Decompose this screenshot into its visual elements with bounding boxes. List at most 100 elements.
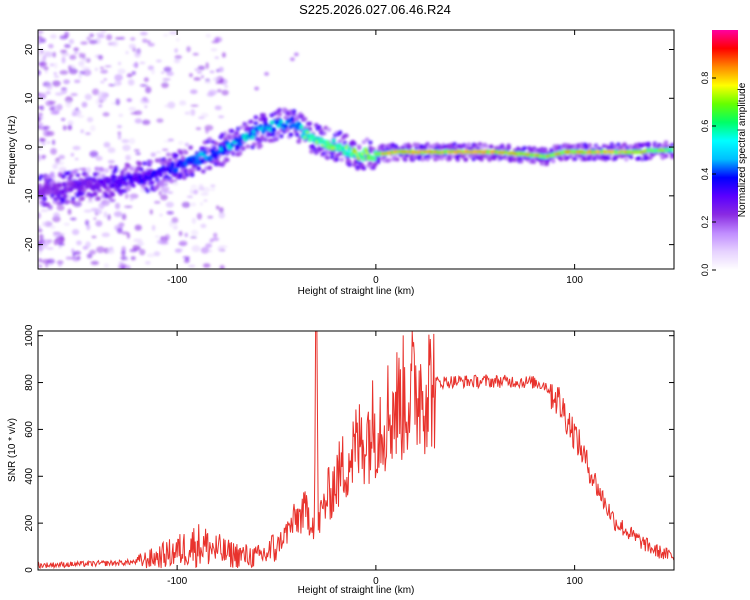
ridge-blob: [96, 182, 102, 188]
noise-blob: [38, 112, 43, 117]
noise-blob: [209, 238, 214, 243]
ridge-blob: [114, 182, 119, 188]
halo-blob: [262, 137, 268, 142]
noise-blob: [219, 264, 225, 269]
halo-blob: [506, 143, 512, 148]
noise-blob: [84, 93, 92, 101]
halo-blob: [483, 143, 489, 149]
noise-blob: [97, 54, 104, 60]
noise-blob: [121, 250, 126, 256]
spectrogram-ytick-label: -10: [24, 188, 35, 203]
halo-blob: [623, 157, 629, 162]
colorbar: 0.0 0.2 0.4 0.6 0.8 Normalized spectral ampl…: [700, 30, 748, 276]
halo-blob: [518, 159, 524, 164]
noise-blob: [126, 98, 133, 102]
ridge-core: [353, 151, 357, 154]
halo-blob: [253, 121, 259, 126]
noise-blob: [203, 199, 208, 202]
halo-blob: [65, 199, 71, 204]
noise-blob: [41, 51, 50, 54]
halo-blob: [259, 134, 265, 140]
halo-blob: [544, 161, 550, 167]
halo-blob: [277, 112, 283, 117]
noise-blob: [61, 118, 66, 121]
noise-blob: [67, 124, 73, 131]
noise-blob: [56, 260, 64, 265]
halo-blob: [261, 113, 267, 118]
ridge-blob: [223, 147, 228, 153]
halo-blob: [80, 196, 85, 201]
halo-blob: [670, 154, 674, 160]
noise-blob: [177, 141, 184, 145]
noise-blob: [53, 72, 58, 75]
noise-blob: [161, 82, 169, 89]
halo-blob: [584, 146, 589, 151]
ridge-blob: [294, 125, 299, 131]
noise-blob: [68, 38, 75, 45]
noise-blob: [163, 33, 169, 37]
halo-blob: [108, 165, 114, 170]
noise-blob: [160, 194, 168, 201]
halo-blob: [334, 157, 340, 162]
noise-blob: [175, 37, 180, 42]
noise-blob: [125, 154, 131, 161]
noise-blob: [151, 224, 156, 231]
noise-blob: [216, 88, 222, 93]
noise-blob: [103, 211, 108, 218]
spectrogram-xlabel: Height of straight line (km): [298, 286, 415, 297]
halo-blob: [320, 146, 326, 151]
noise-blob: [126, 73, 133, 78]
page-title: S225.2026.027.06.46.R24: [299, 2, 451, 17]
noise-blob: [154, 235, 160, 238]
noise-blob: [41, 239, 50, 246]
noise-blob: [38, 212, 42, 220]
noise-blob: [45, 91, 51, 95]
noise-blob: [60, 87, 68, 90]
noise-blob: [121, 213, 127, 221]
noise-blob: [181, 201, 191, 208]
noise-blob: [63, 79, 70, 85]
noise-blob: [254, 86, 260, 91]
noise-blob: [86, 253, 93, 259]
noise-blob: [161, 71, 165, 74]
halo-blob: [188, 145, 194, 150]
halo-blob: [145, 188, 151, 194]
noise-blob: [193, 77, 201, 81]
noise-blob: [174, 55, 183, 60]
halo-blob: [455, 157, 461, 162]
ridge-blob: [283, 123, 289, 130]
noise-blob: [73, 52, 79, 55]
noise-blob: [191, 217, 197, 225]
halo-blob: [105, 187, 111, 192]
snr-xtick-label: 0: [373, 576, 379, 587]
noise-blob: [55, 92, 63, 96]
noise-blob: [186, 46, 191, 53]
snr-ytick-label: 0: [24, 567, 35, 573]
noise-blob: [95, 32, 105, 36]
ridge-blob: [91, 177, 97, 183]
noise-blob: [59, 70, 69, 75]
noise-blob: [131, 71, 136, 76]
noise-blob: [69, 54, 77, 60]
halo-blob: [394, 157, 400, 162]
noise-blob: [74, 79, 81, 84]
noise-blob: [132, 244, 141, 251]
halo-blob: [414, 146, 419, 151]
halo-blob: [165, 152, 171, 157]
noise-blob: [129, 197, 134, 202]
halo-blob: [191, 167, 197, 172]
noise-blob: [70, 93, 78, 97]
halo-blob: [288, 132, 294, 137]
halo-blob: [491, 156, 497, 161]
noise-blob: [134, 50, 141, 58]
noise-blob: [52, 80, 61, 87]
ridge-core: [341, 147, 345, 150]
halo-blob: [326, 127, 332, 132]
noise-blob: [128, 107, 137, 111]
noise-blob: [192, 189, 199, 195]
halo-blob: [126, 163, 132, 169]
noise-blob: [56, 104, 63, 111]
noise-blob: [58, 154, 65, 160]
noise-blob: [52, 51, 56, 58]
